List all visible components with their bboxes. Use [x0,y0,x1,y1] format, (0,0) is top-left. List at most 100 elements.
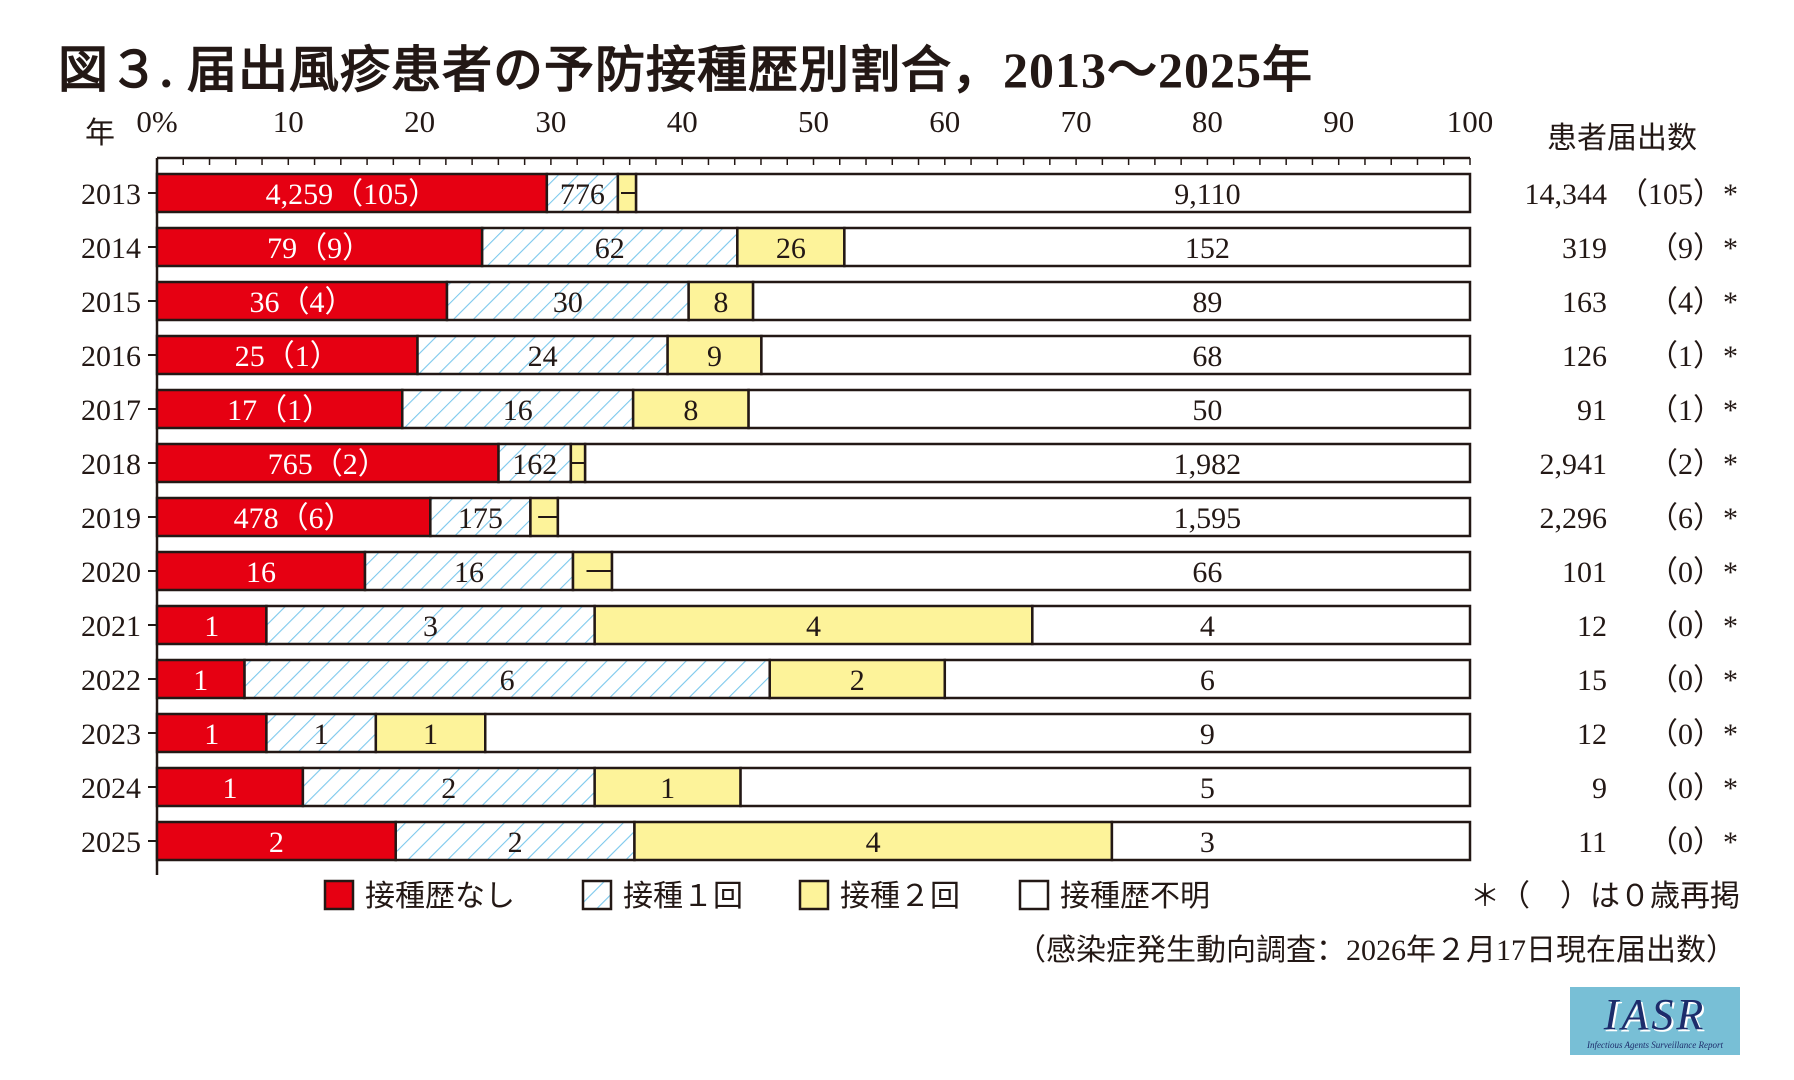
x-tick-label: 100 [1447,104,1494,139]
logo-title: IASR [1603,990,1707,1039]
total-count: 101 [1562,556,1607,589]
segment-unknown [556,496,1472,538]
year-label: 2025 [81,826,141,859]
segment-two-doses-label: 1 [423,718,438,751]
total-count: 12 [1577,718,1607,751]
year-label: 2017 [81,394,141,427]
segment-unknown [943,658,1472,700]
segment-two-doses [687,280,755,322]
segment-unknown [751,280,1472,322]
x-tick-label: 20 [404,104,435,139]
legend-label: 接種歴不明 [1060,880,1210,913]
total-count: 163 [1562,286,1607,319]
total-count: 9 [1592,772,1607,805]
segment-unknown [1031,604,1472,646]
legend-label: 接種歴なし [365,880,515,913]
segment-unknown-label: 9,110 [1174,178,1240,211]
segment-no-vaccination-label: 478（6） [234,502,354,535]
x-tick-label: 30 [535,104,566,139]
segment-unknown-label: 66 [1192,556,1222,589]
x-tick-label: 80 [1192,104,1223,139]
total-age0-count: （1）* [1648,394,1738,427]
segment-no-vaccination [155,496,432,538]
segment-one-dose-label: 62 [595,232,625,265]
x-tick-label: 60 [929,104,960,139]
segment-one-dose [429,496,532,538]
segment-one-dose-label: 1 [314,718,329,751]
segment-no-vaccination [155,550,367,592]
segment-unknown-label: 6 [1200,664,1215,697]
segment-unknown-label: 50 [1192,394,1222,427]
legend-swatch [581,879,613,911]
segment-two-doses [666,334,763,376]
segment-unknown-label: 3 [1200,826,1215,859]
segment-unknown-label: 152 [1185,232,1230,265]
segment-one-dose-label: 776 [560,178,605,211]
segment-no-vaccination-label: 1 [193,664,208,697]
segment-two-doses [768,658,947,700]
total-count: 319 [1562,232,1607,265]
segment-two-doses-label: 1 [660,772,675,805]
segment-unknown-label: 1,982 [1174,448,1242,481]
total-count: 15 [1577,664,1607,697]
segment-one-dose [394,820,636,862]
segment-no-vaccination-label: 2 [269,826,284,859]
year-label: 2021 [81,610,141,643]
x-tick-label: 0% [136,104,177,139]
segment-no-vaccination-label: 16 [246,556,276,589]
year-label: 2020 [81,556,141,589]
total-age0-count: （0）* [1648,718,1738,751]
total-count: 2,941 [1540,448,1608,481]
total-header: 患者届出数 [1547,122,1697,155]
segment-no-vaccination-label: 1 [204,610,219,643]
segment-two-doses [374,712,487,754]
total-count: 126 [1562,340,1607,373]
year-label: 2015 [81,286,141,319]
iasr-logo: IASR Infectious Agents Surveillance Repo… [1570,987,1740,1055]
segment-one-dose-label: 16 [503,394,533,427]
segment-two-doses-label: 2 [850,664,865,697]
segment-one-dose [243,658,771,700]
logo-subtitle: Infectious Agents Surveillance Report [1586,1040,1724,1050]
segment-no-vaccination-label: 36（4） [249,286,354,319]
year-label: 2014 [81,232,141,265]
segment-unknown [1110,820,1472,862]
legend-note: ＊（ ）は０歳再掲 [1470,880,1740,913]
segment-one-dose-label: 2 [441,772,456,805]
legend-swatch [798,879,830,911]
legend-swatch [323,879,355,911]
segment-two-doses-label: 8 [683,394,698,427]
segment-no-vaccination [155,442,500,484]
segment-no-vaccination-label: 1 [222,772,237,805]
total-age0-count: （6）* [1648,502,1738,535]
total-age0-count: （0）* [1648,610,1738,643]
segment-no-vaccination [155,280,449,322]
segment-one-dose-label: 3 [423,610,438,643]
total-count: 11 [1578,826,1607,859]
segment-unknown-label: 1,595 [1174,502,1242,535]
x-tick-label: 50 [798,104,829,139]
segment-one-dose-label: 16 [454,556,484,589]
segment-unknown [843,226,1472,268]
total-count: 12 [1577,610,1607,643]
x-tick-label: 10 [273,104,304,139]
segment-unknown [739,766,1472,808]
segment-one-dose-label: 6 [500,664,515,697]
segment-unknown-label: 4 [1200,610,1215,643]
segment-one-dose [363,550,575,592]
segment-no-vaccination-label: 765（2） [268,448,388,481]
chart-title: 図３. 届出風疹患者の予防接種歴別割合，2013～2025年 [58,42,1313,98]
total-age0-count: （4）* [1648,286,1738,319]
segment-two-doses-label: 8 [713,286,728,319]
segment-one-dose [265,604,596,646]
y-axis-title: 年 [85,117,115,150]
segment-two-doses-label: 4 [806,610,821,643]
total-age0-count: （0）* [1648,772,1738,805]
segment-unknown [634,172,1472,214]
segment-no-vaccination [155,766,305,808]
year-label: 2018 [81,448,141,481]
segment-no-vaccination-label: 79（9） [267,232,372,265]
segment-one-dose [301,766,596,808]
segment-one-dose [265,712,378,754]
